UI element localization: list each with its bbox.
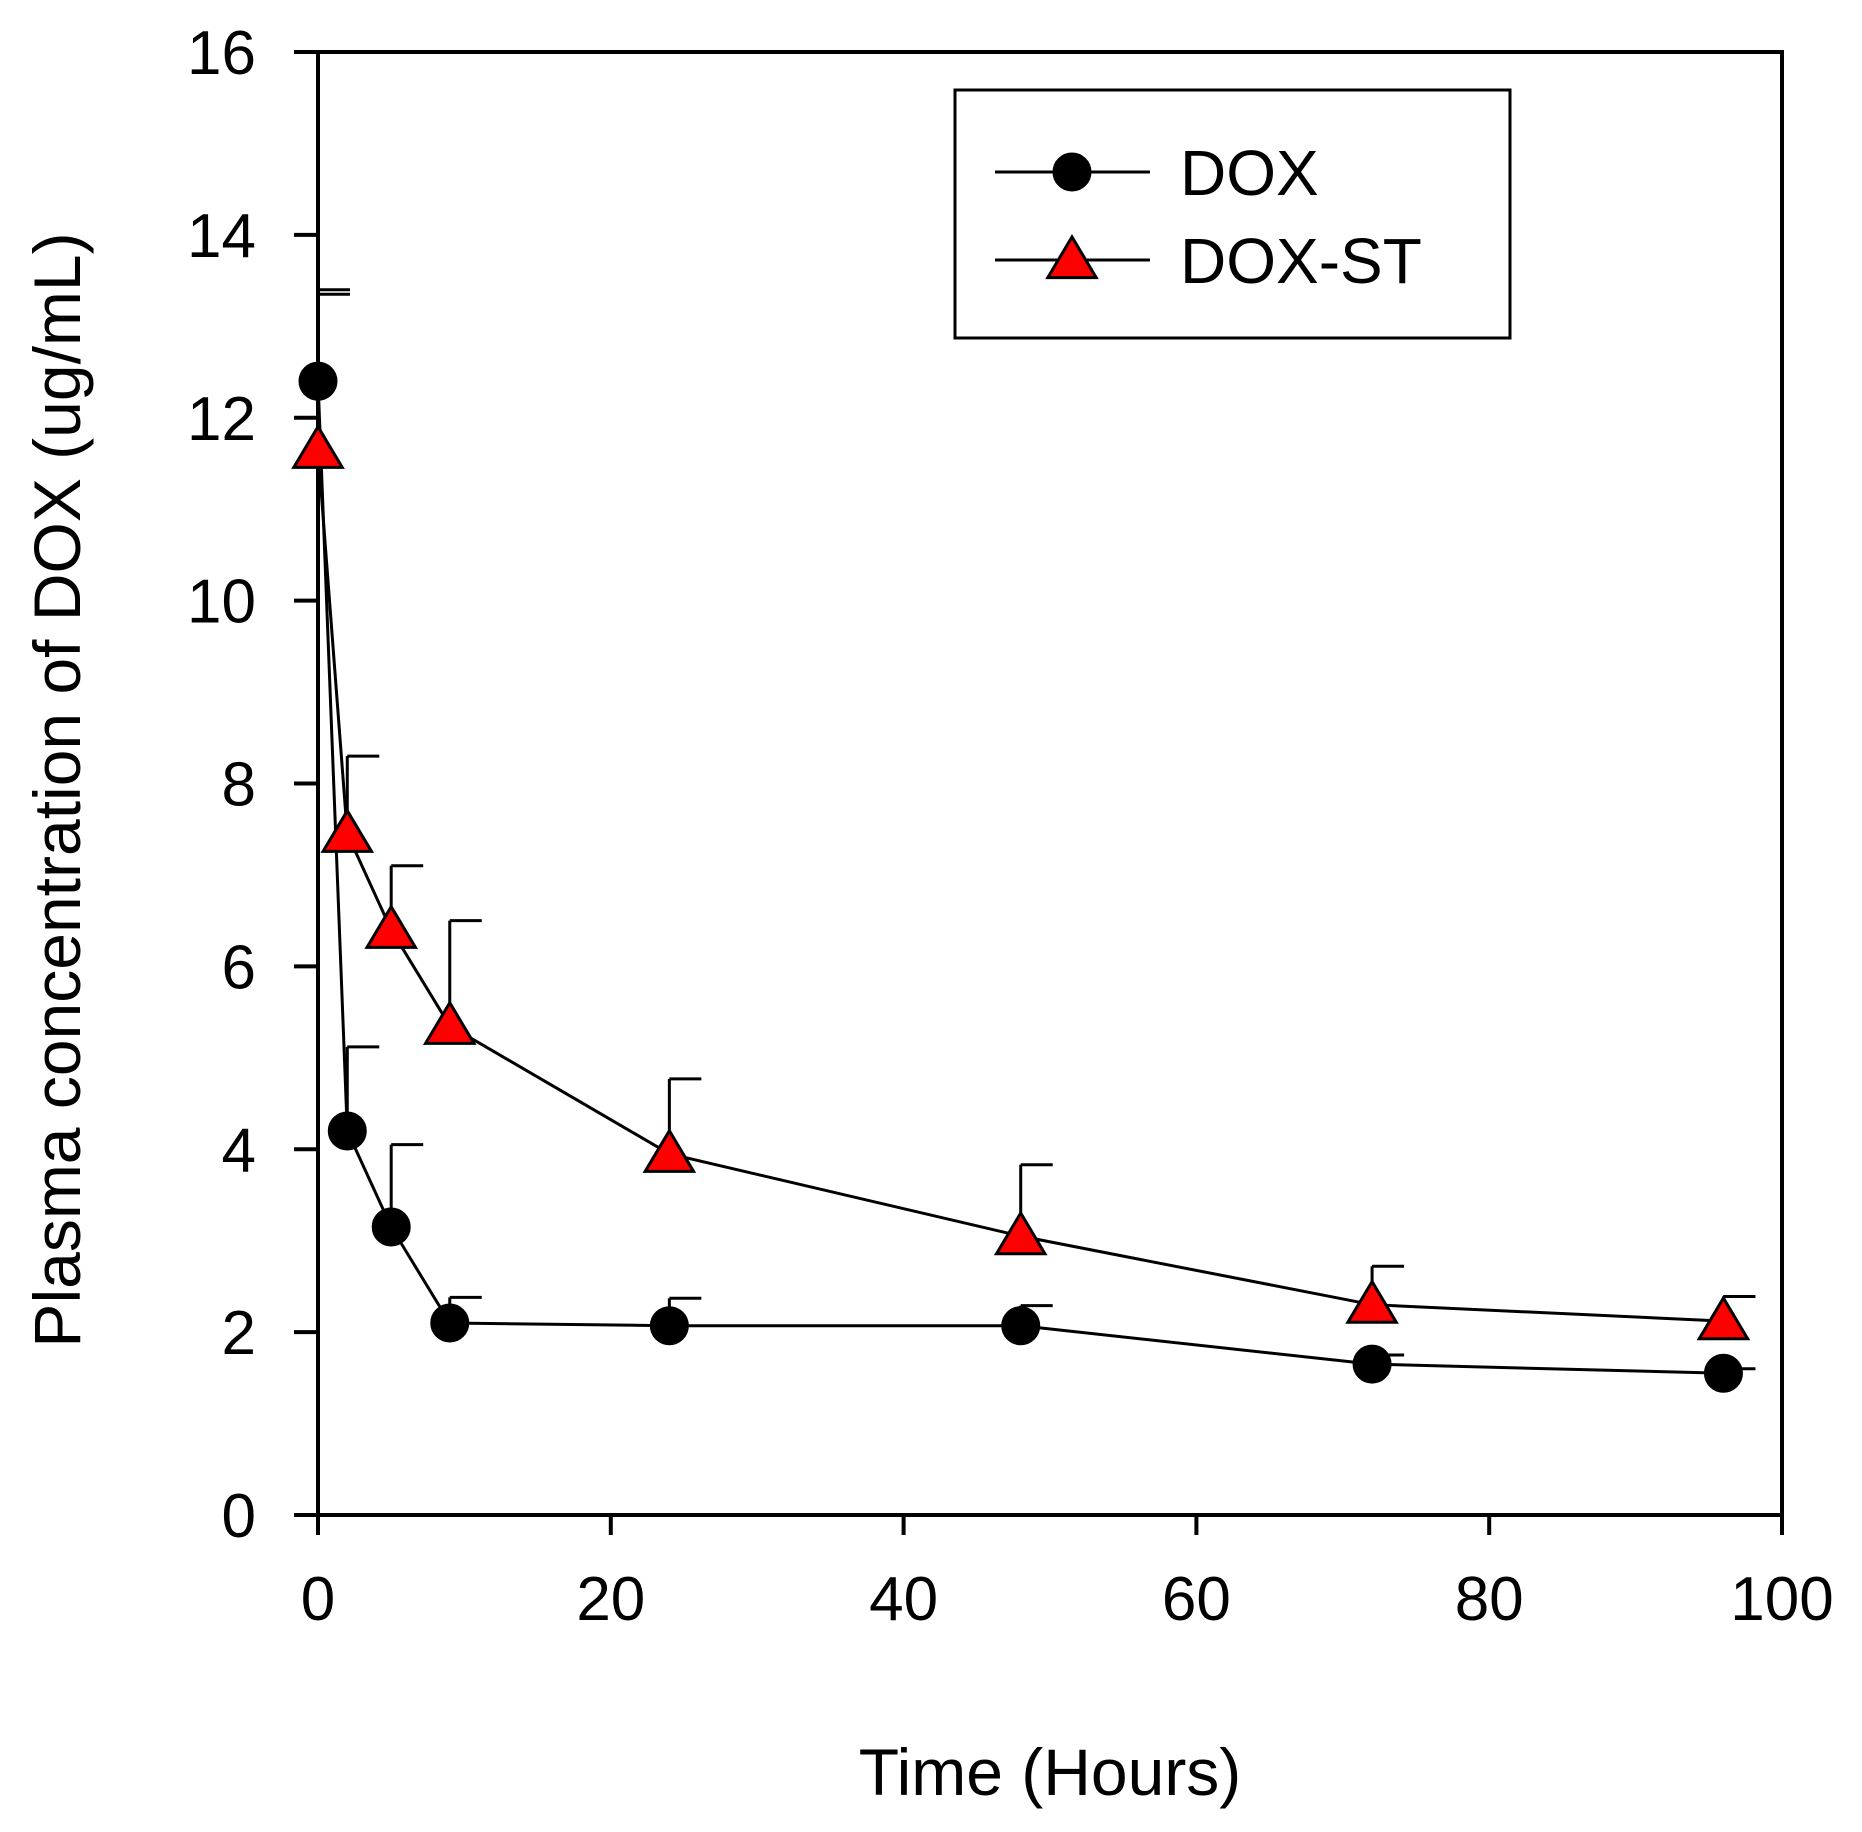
legend-label-dox: DOX xyxy=(1180,137,1319,209)
data-point-dox xyxy=(430,1303,470,1343)
legend-box xyxy=(953,88,1512,340)
y-tick-label: 14 xyxy=(187,202,256,271)
data-series xyxy=(291,288,1756,1393)
x-tick-label: 100 xyxy=(1730,1565,1833,1634)
y-axis-ticks: 0 2 4 6 8 10 12 14 16 xyxy=(187,19,318,1551)
x-tick-label: 80 xyxy=(1455,1565,1524,1634)
data-point-dox-st xyxy=(291,423,345,469)
y-tick-label: 8 xyxy=(222,751,256,820)
data-point-dox-st xyxy=(642,1127,697,1173)
data-point-dox-st xyxy=(320,807,375,853)
data-point-dox-st xyxy=(1345,1278,1399,1324)
y-axis-title: Plasma concentration of DOX (ug/mL) xyxy=(20,232,94,1347)
data-point-dox-st xyxy=(422,999,477,1045)
data-point-dox xyxy=(1352,1344,1392,1384)
series-dox-st xyxy=(291,292,1756,1341)
y-tick-label: 6 xyxy=(222,933,256,1002)
data-point-dox-st xyxy=(1696,1295,1751,1341)
data-point-dox-st xyxy=(364,903,419,949)
data-point-dox-st xyxy=(993,1210,1048,1256)
x-tick-label: 0 xyxy=(301,1565,335,1634)
x-axis-ticks: 0 20 40 60 80 100 xyxy=(301,1515,1834,1634)
data-point-dox xyxy=(649,1306,689,1346)
x-tick-label: 60 xyxy=(1162,1565,1231,1634)
y-tick-label: 4 xyxy=(222,1116,256,1185)
y-tick-label: 2 xyxy=(222,1299,256,1368)
data-point-dox xyxy=(327,1111,367,1151)
y-tick-label: 0 xyxy=(222,1482,256,1551)
y-tick-label: 10 xyxy=(187,568,256,637)
data-point-dox xyxy=(1001,1306,1041,1346)
data-point-dox xyxy=(1703,1353,1743,1393)
x-tick-label: 20 xyxy=(576,1565,645,1634)
x-tick-label: 40 xyxy=(869,1565,938,1634)
series-dox xyxy=(298,288,1756,1393)
y-tick-label: 16 xyxy=(187,19,256,88)
legend-marker-dox-st xyxy=(1045,233,1099,280)
y-tick-label: 12 xyxy=(187,385,256,454)
data-point-dox xyxy=(371,1207,411,1247)
legend: DOX DOX-ST xyxy=(953,88,1512,340)
x-axis-title: Time (Hours) xyxy=(859,1735,1242,1809)
legend-label-dox-st: DOX-ST xyxy=(1180,225,1422,297)
legend-marker-dox xyxy=(1052,152,1092,192)
